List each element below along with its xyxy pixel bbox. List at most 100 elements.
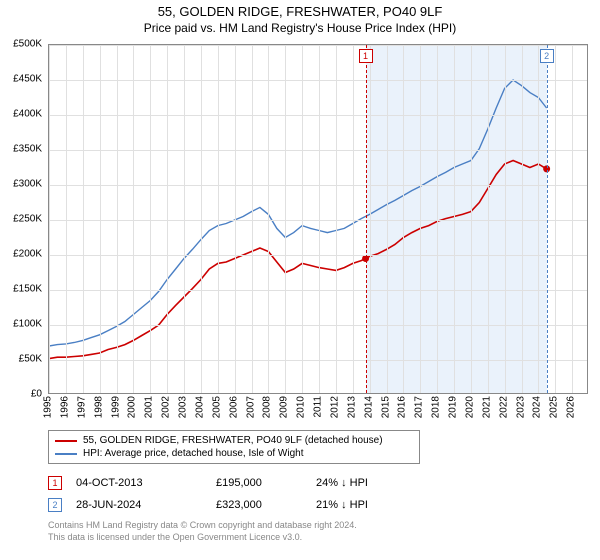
gridline-h [49, 80, 587, 81]
sale-marker: 2 [48, 498, 62, 512]
x-axis-label: 2015 [380, 396, 391, 418]
title-area: 55, GOLDEN RIDGE, FRESHWATER, PO40 9LF P… [0, 0, 600, 35]
gridline-v [387, 45, 388, 393]
sale-row: 228-JUN-2024£323,00021% ↓ HPI [48, 494, 588, 516]
sale-date: 04-OCT-2013 [76, 477, 216, 489]
event-line [366, 45, 367, 393]
gridline-v [336, 45, 337, 393]
x-axis-label: 1998 [93, 396, 104, 418]
y-axis-label: £400K [0, 109, 42, 120]
x-axis-label: 2003 [178, 396, 189, 418]
gridline-v [285, 45, 286, 393]
x-axis-label: 2017 [414, 396, 425, 418]
gridline-v [572, 45, 573, 393]
gridline-v [522, 45, 523, 393]
gridline-v [420, 45, 421, 393]
gridline-v [49, 45, 50, 393]
gridline-h [49, 115, 587, 116]
gridline-v [505, 45, 506, 393]
sale-price: £323,000 [216, 499, 316, 511]
x-axis-label: 2023 [515, 396, 526, 418]
chart-wrap: 12 £0£50K£100K£150K£200K£250K£300K£350K£… [48, 44, 588, 394]
legend-box: 55, GOLDEN RIDGE, FRESHWATER, PO40 9LF (… [48, 430, 420, 464]
legend-row-2: HPI: Average price, detached house, Isle… [55, 447, 413, 460]
gridline-v [471, 45, 472, 393]
legend-swatch-1 [55, 440, 77, 442]
y-axis-label: £200K [0, 249, 42, 260]
gridline-v [235, 45, 236, 393]
x-axis-label: 1997 [76, 396, 87, 418]
gridline-v [184, 45, 185, 393]
gridline-h [49, 45, 587, 46]
x-axis-label: 2022 [498, 396, 509, 418]
gridline-v [319, 45, 320, 393]
footer: Contains HM Land Registry data © Crown c… [48, 520, 588, 543]
gridline-v [488, 45, 489, 393]
y-axis-label: £350K [0, 144, 42, 155]
y-axis-label: £450K [0, 74, 42, 85]
gridline-v [252, 45, 253, 393]
gridline-h [49, 220, 587, 221]
gridline-v [66, 45, 67, 393]
event-line [547, 45, 548, 393]
legend-swatch-2 [55, 453, 77, 455]
plot-area: 12 [48, 44, 588, 394]
x-axis-label: 1999 [110, 396, 121, 418]
legend-label-2: HPI: Average price, detached house, Isle… [83, 448, 304, 459]
x-axis-label: 2018 [431, 396, 442, 418]
x-axis-label: 2008 [262, 396, 273, 418]
gridline-v [150, 45, 151, 393]
gridline-v [100, 45, 101, 393]
sale-diff: 24% ↓ HPI [316, 477, 456, 489]
x-axis-label: 1995 [43, 396, 54, 418]
event-marker: 2 [540, 49, 554, 63]
gridline-v [555, 45, 556, 393]
gridline-v [403, 45, 404, 393]
y-axis-label: £300K [0, 179, 42, 190]
sale-marker: 1 [48, 476, 62, 490]
gridline-v [117, 45, 118, 393]
x-axis-label: 2000 [127, 396, 138, 418]
legend-label-1: 55, GOLDEN RIDGE, FRESHWATER, PO40 9LF (… [83, 435, 383, 446]
y-axis-label: £250K [0, 214, 42, 225]
x-axis-label: 2009 [279, 396, 290, 418]
x-axis-label: 2026 [566, 396, 577, 418]
x-axis-label: 1996 [59, 396, 70, 418]
gridline-h [49, 150, 587, 151]
footer-line1: Contains HM Land Registry data © Crown c… [48, 520, 588, 532]
gridline-v [83, 45, 84, 393]
gridline-h [49, 360, 587, 361]
x-axis-label: 2010 [296, 396, 307, 418]
x-axis-label: 2004 [194, 396, 205, 418]
gridline-v [454, 45, 455, 393]
gridline-v [201, 45, 202, 393]
y-axis-label: £0 [0, 389, 42, 400]
gridline-v [538, 45, 539, 393]
gridline-v [353, 45, 354, 393]
sale-row: 1 04-OCT-2013£195,00024% ↓ HPI [48, 472, 588, 494]
title-address: 55, GOLDEN RIDGE, FRESHWATER, PO40 9LF [0, 4, 600, 19]
sale-date: 28-JUN-2024 [76, 499, 216, 511]
x-axis-label: 2007 [245, 396, 256, 418]
series-line [49, 161, 547, 359]
x-axis-label: 2005 [211, 396, 222, 418]
x-axis-label: 2019 [448, 396, 459, 418]
gridline-h [49, 290, 587, 291]
x-axis-label: 2025 [549, 396, 560, 418]
y-axis-label: £150K [0, 284, 42, 295]
x-axis-label: 2011 [313, 396, 324, 418]
event-marker: 1 [359, 49, 373, 63]
sale-price: £195,000 [216, 477, 316, 489]
x-axis-label: 2012 [329, 396, 340, 418]
title-subtitle: Price paid vs. HM Land Registry's House … [0, 21, 600, 35]
sale-rows: 1 04-OCT-2013£195,00024% ↓ HPI 2 28-JUN-202… [48, 472, 588, 516]
gridline-v [268, 45, 269, 393]
gridline-v [167, 45, 168, 393]
x-axis-label: 2002 [161, 396, 172, 418]
gridline-v [218, 45, 219, 393]
x-axis-label: 2021 [481, 396, 492, 418]
gridline-v [370, 45, 371, 393]
x-axis-label: 2014 [363, 396, 374, 418]
y-axis-label: £100K [0, 319, 42, 330]
gridline-h [49, 185, 587, 186]
